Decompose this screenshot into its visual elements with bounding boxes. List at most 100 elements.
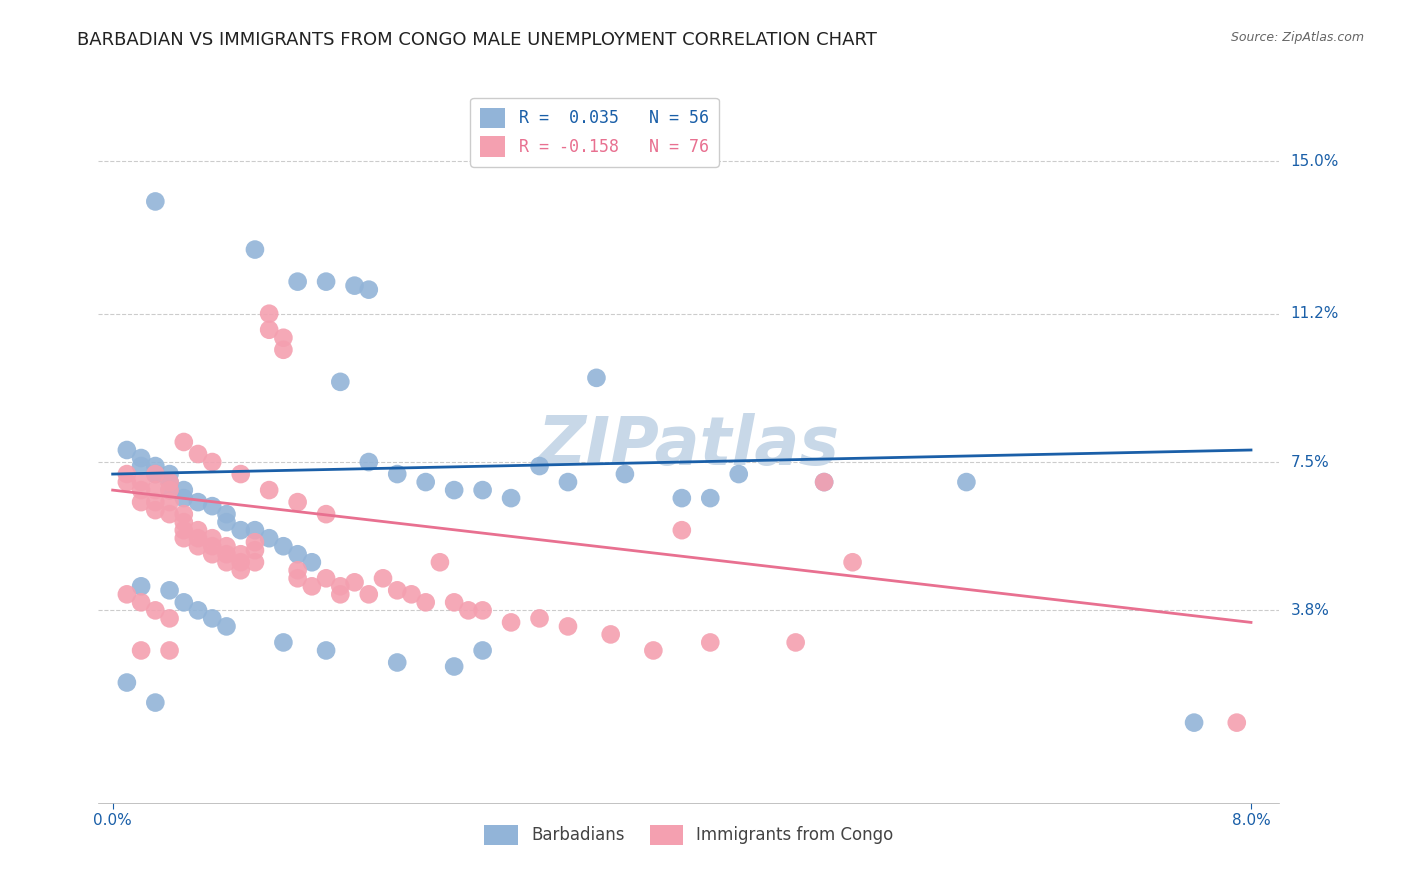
Point (173, 507, 195, 521)
Point (229, 555, 252, 569)
Point (201, 547, 224, 561)
Point (187, 447, 209, 461)
Point (1182, 715, 1205, 730)
Point (699, 635, 721, 649)
Point (129, 643, 152, 657)
Point (429, 555, 451, 569)
Point (415, 475, 437, 489)
Point (287, 547, 309, 561)
Point (159, 583, 181, 598)
Point (215, 539, 238, 553)
Point (371, 571, 394, 585)
Point (287, 571, 309, 585)
Point (215, 555, 238, 569)
Point (159, 467, 181, 481)
Point (329, 587, 352, 601)
Point (329, 579, 352, 593)
Point (187, 539, 209, 553)
Point (443, 483, 465, 497)
Point (215, 619, 238, 633)
Point (115, 467, 138, 481)
Point (129, 450, 152, 465)
Point (129, 495, 152, 509)
Point (243, 243, 266, 257)
Point (557, 475, 579, 489)
Point (143, 495, 166, 509)
Point (785, 635, 807, 649)
Point (315, 507, 337, 521)
Point (273, 331, 295, 345)
Point (129, 579, 152, 593)
Point (159, 483, 181, 497)
Text: ZIPatlas: ZIPatlas (538, 413, 839, 479)
Point (159, 495, 181, 509)
Point (287, 495, 309, 509)
Text: 3.8%: 3.8% (1291, 603, 1330, 618)
Point (287, 275, 309, 289)
Point (173, 595, 195, 609)
Point (529, 611, 551, 625)
Point (287, 563, 309, 577)
Point (215, 547, 238, 561)
Point (415, 595, 437, 609)
Point (143, 194, 166, 209)
Point (387, 467, 409, 481)
Point (159, 483, 181, 497)
Point (159, 507, 181, 521)
Point (201, 611, 224, 625)
Point (173, 515, 195, 529)
Point (201, 531, 224, 545)
Point (201, 539, 224, 553)
Point (471, 483, 494, 497)
Point (357, 455, 380, 469)
Point (129, 475, 152, 489)
Point (143, 458, 166, 473)
Point (329, 375, 352, 389)
Point (143, 503, 166, 517)
Point (243, 543, 266, 558)
Point (115, 587, 138, 601)
Point (257, 323, 280, 337)
Point (443, 659, 465, 673)
Point (143, 467, 166, 481)
Point (229, 467, 252, 481)
Point (471, 603, 494, 617)
Point (129, 458, 152, 473)
Point (201, 499, 224, 513)
Point (315, 275, 337, 289)
Point (727, 467, 749, 481)
Point (159, 643, 181, 657)
Point (315, 571, 337, 585)
Point (273, 635, 295, 649)
Point (173, 531, 195, 545)
Point (159, 475, 181, 489)
Point (585, 371, 607, 385)
Point (841, 555, 863, 569)
Point (613, 467, 636, 481)
Point (143, 603, 166, 617)
Point (387, 656, 409, 670)
Point (443, 595, 465, 609)
Point (187, 603, 209, 617)
Point (529, 458, 551, 473)
Point (129, 483, 152, 497)
Point (499, 615, 522, 630)
Point (357, 587, 380, 601)
Point (243, 555, 266, 569)
Point (173, 491, 195, 505)
Point (159, 611, 181, 625)
Point (699, 491, 721, 505)
Point (357, 283, 380, 297)
Point (813, 475, 835, 489)
Point (229, 523, 252, 537)
Point (143, 483, 166, 497)
Point (557, 619, 579, 633)
Text: BARBADIAN VS IMMIGRANTS FROM CONGO MALE UNEMPLOYMENT CORRELATION CHART: BARBADIAN VS IMMIGRANTS FROM CONGO MALE … (77, 31, 877, 49)
Text: 15.0%: 15.0% (1291, 153, 1339, 169)
Point (1226, 715, 1249, 730)
Point (343, 575, 366, 590)
Point (215, 507, 238, 521)
Point (813, 475, 835, 489)
Point (457, 603, 479, 617)
Point (671, 523, 693, 537)
